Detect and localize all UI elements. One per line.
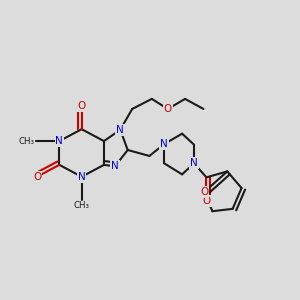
Text: N: N: [190, 158, 198, 168]
Text: N: N: [160, 139, 168, 149]
Text: O: O: [202, 196, 211, 206]
Text: N: N: [78, 172, 86, 182]
Text: O: O: [33, 172, 41, 182]
Text: O: O: [200, 187, 208, 197]
Text: CH₃: CH₃: [19, 136, 35, 146]
Text: N: N: [56, 136, 63, 146]
Text: N: N: [111, 161, 119, 171]
Text: CH₃: CH₃: [74, 201, 90, 210]
Text: O: O: [164, 104, 172, 114]
Text: N: N: [116, 125, 124, 135]
Text: O: O: [77, 101, 86, 111]
